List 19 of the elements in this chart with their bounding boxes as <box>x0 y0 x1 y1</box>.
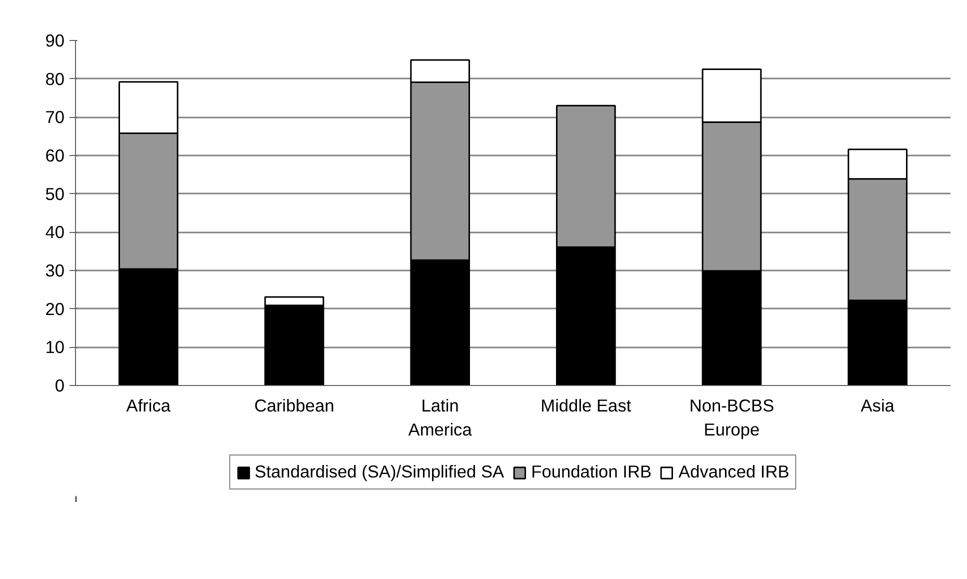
y-tick-label: 0 <box>54 376 65 396</box>
y-tick-label: 30 <box>45 260 65 280</box>
y-tick-label: 50 <box>45 184 65 204</box>
x-tick-label: Asia <box>860 396 895 416</box>
x-tick-label: Middle East <box>540 396 632 416</box>
y-tick-label: 90 <box>45 30 65 50</box>
x-tick-label: Latin America <box>408 396 472 440</box>
y-tick-label: 20 <box>45 298 65 319</box>
x-tick-label: Non-BCBS Europe <box>689 396 774 440</box>
x-tick-label: Caribbean <box>254 396 334 416</box>
y-tick-label: 60 <box>45 146 65 166</box>
y-tick-label: 40 <box>45 222 65 242</box>
y-tick-label: 70 <box>45 107 65 128</box>
legend-label: Advanced IRB <box>678 462 790 482</box>
y-tick-label: 10 <box>45 337 65 358</box>
legend-label: Standardised (SA)/Simplified SA <box>254 462 504 482</box>
legend-label: Foundation IRB <box>531 462 652 482</box>
y-tick-label: 80 <box>45 68 65 89</box>
x-tick-label: Africa <box>126 396 171 416</box>
